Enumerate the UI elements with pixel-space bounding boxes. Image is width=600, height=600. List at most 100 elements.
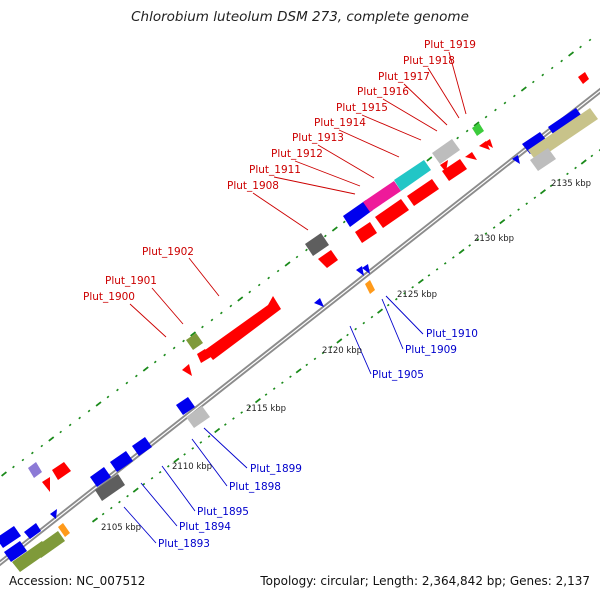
tick-mark [142,482,146,486]
gene-arrow[interactable] [58,523,70,537]
tick-mark [118,500,121,504]
gene-arrow[interactable] [465,152,477,160]
gene-arrow[interactable] [186,333,203,350]
tick-mark [267,276,271,280]
label-leader-line [317,144,375,179]
label-leader-line [361,114,422,141]
gene-arrow[interactable] [472,123,484,136]
kbp-label: 2120 kbp [322,346,362,356]
gene-arrow[interactable] [362,264,370,274]
gene-label[interactable]: Plut_1910 [426,328,478,340]
gene-arrow[interactable] [52,462,71,480]
tick-mark [403,291,406,295]
tick-mark [248,290,252,294]
tick-mark [248,405,252,408]
kbp-label: 2115 kbp [246,404,286,414]
gene-arrow[interactable] [363,181,401,212]
tick-mark [588,38,592,42]
gene-arrow[interactable] [355,222,377,243]
gene-arrow[interactable] [365,280,375,294]
tick-mark [590,154,594,158]
gene-label[interactable]: Plut_1919 [424,39,476,51]
gene-arrow[interactable] [4,541,27,562]
gene-label[interactable]: Plut_1908 [227,180,279,192]
topology-text: Topology: circular; Length: 2,364,842 bp… [260,574,590,588]
gene-arrow[interactable] [512,155,520,164]
gene-arrow[interactable] [95,474,125,501]
tick-mark [411,285,414,289]
gene-arrow[interactable] [528,108,598,161]
gene-label[interactable]: Plut_1905 [372,369,424,381]
tick-mark [232,417,235,420]
gene-label[interactable]: Plut_1902 [142,246,194,258]
gene-arrow[interactable] [484,139,493,148]
tick-mark [142,366,149,372]
tick-mark [370,315,374,319]
tick-mark [272,387,276,391]
tick-mark [166,464,170,468]
tick-mark [240,411,243,414]
tick-mark [499,218,506,225]
gene-label[interactable]: Plut_1900 [83,291,135,303]
tick-mark [284,261,291,267]
tick-mark [91,517,99,523]
gene-arrow[interactable] [24,523,41,539]
tick-mark [362,321,366,325]
gene-arrow[interactable] [90,467,111,487]
tick-mark [426,156,433,162]
gene-label[interactable]: Plut_1912 [271,148,323,160]
gene-label[interactable]: Plut_1911 [249,164,301,176]
gene-arrow[interactable] [479,141,490,150]
gene-arrow[interactable] [522,132,548,154]
gene-label[interactable]: Plut_1899 [250,463,302,475]
tick-mark [550,66,554,70]
gene-label[interactable]: Plut_1915 [336,102,388,114]
gene-arrow[interactable] [197,349,211,363]
label-leader-line [382,98,438,132]
gene-arrow[interactable] [375,199,409,228]
gene-arrow[interactable] [442,159,467,181]
gene-label[interactable]: Plut_1918 [403,55,455,67]
gene-arrow[interactable] [0,526,21,548]
gene-arrow[interactable] [440,160,448,172]
gene-arrow[interactable] [314,298,324,307]
gene-arrow[interactable] [318,250,338,268]
tick-mark [289,375,292,379]
gene-arrow[interactable] [28,462,42,478]
gene-label[interactable]: Plut_1917 [378,71,430,83]
gene-arrow[interactable] [394,160,431,191]
tick-mark [465,129,469,133]
label-leader-line [273,176,356,195]
gene-arrow[interactable] [176,397,195,415]
gene-label[interactable]: Plut_1895 [197,506,249,518]
gene-arrow[interactable] [42,477,50,492]
gene-arrow[interactable] [110,451,133,472]
gene-label[interactable]: Plut_1909 [405,344,457,356]
kbp-label: 2135 kbp [551,179,591,189]
gene-arrow[interactable] [578,72,589,84]
gene-arrow[interactable] [205,296,281,360]
gene-arrow[interactable] [186,406,210,428]
tick-mark [173,457,180,463]
label-leader-line [448,51,467,115]
gene-arrow[interactable] [432,139,460,164]
gene-arrow[interactable] [530,148,556,171]
gene-arrow[interactable] [305,233,329,256]
gene-label[interactable]: Plut_1898 [229,481,281,493]
gene-label[interactable]: Plut_1914 [314,117,366,129]
gene-arrow[interactable] [182,364,192,376]
gene-label[interactable]: Plut_1916 [357,86,409,98]
gene-arrow[interactable] [356,266,364,276]
tick-mark [201,325,204,329]
tick-mark [281,381,284,385]
gene-arrow[interactable] [50,509,57,519]
label-leader-line [188,257,220,297]
gene-label[interactable]: Plut_1894 [179,521,231,533]
gene-arrow[interactable] [407,179,439,206]
gene-arrow[interactable] [132,437,152,456]
gene-label[interactable]: Plut_1901 [105,275,157,287]
gene-label[interactable]: Plut_1913 [292,132,344,144]
gene-label[interactable]: Plut_1893 [158,538,210,550]
gene-arrow[interactable] [343,200,373,227]
gene-arrow[interactable] [34,531,65,558]
